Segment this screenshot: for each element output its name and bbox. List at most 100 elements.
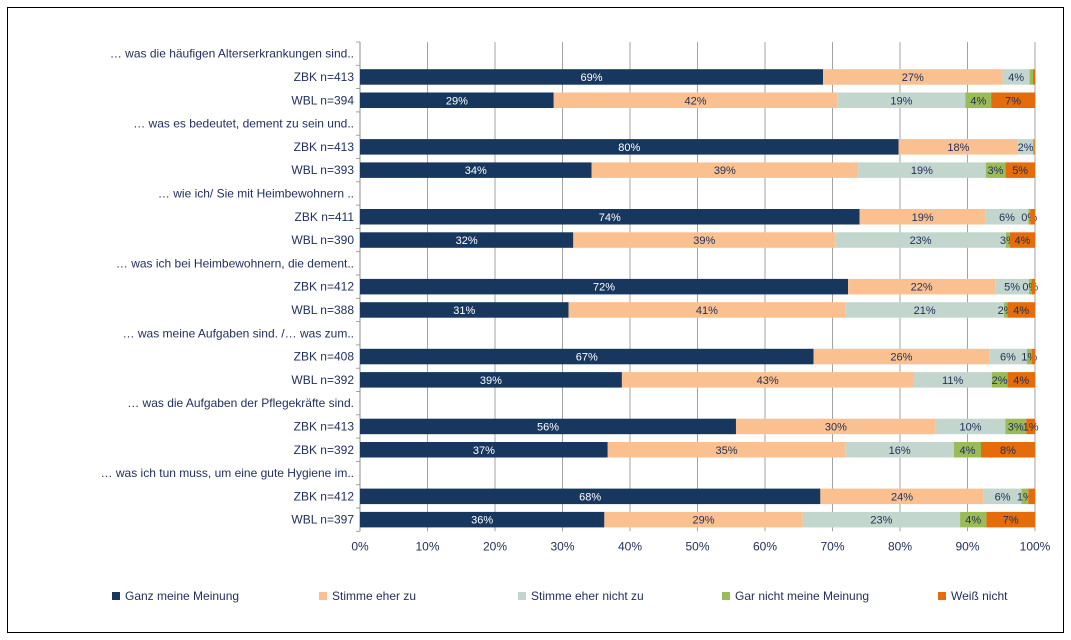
bar-segment [981, 442, 1035, 458]
row-label: WBL n=390 [291, 233, 354, 247]
legend-label: Ganz meine Meinung [125, 589, 239, 603]
x-tick-label: 100% [1020, 539, 1051, 553]
row-header-label: … was meine Aufgaben sind. /… was zum.. [123, 326, 354, 340]
bar-segment [935, 418, 1006, 435]
row-label: ZBK n=412 [294, 489, 355, 503]
bar-segment [802, 511, 961, 528]
data-label: 41% [696, 305, 718, 317]
bar-segment [1003, 302, 1008, 318]
data-label: 1% [1021, 352, 1037, 364]
bar-segment [360, 92, 554, 108]
data-label: 6% [995, 491, 1011, 503]
x-tick-label: 40% [618, 539, 642, 553]
data-label: 2% [1018, 142, 1034, 154]
data-label: 23% [870, 515, 892, 527]
bar-segment [859, 209, 986, 225]
x-tick-label: 90% [955, 539, 979, 553]
legend-swatch [722, 592, 730, 600]
data-label: 22% [911, 282, 933, 294]
x-tick-label: 30% [550, 539, 574, 553]
data-label: 4% [1008, 72, 1024, 84]
bar-segment [568, 302, 846, 318]
data-label: 39% [714, 165, 736, 177]
bar-segment [913, 372, 992, 388]
bar-segment [360, 348, 814, 365]
data-label: 37% [473, 445, 495, 457]
legend-label: Stimme eher nicht zu [531, 589, 644, 603]
row-header-label: … was die Aufgaben der Pflegekräfte sind… [127, 396, 354, 410]
x-tick-label: 50% [685, 539, 709, 553]
row-label: WBL n=394 [291, 93, 354, 107]
bar-segment [1026, 348, 1032, 365]
row-label: WBL n=393 [291, 163, 354, 177]
bar-segment [573, 232, 836, 248]
bar-segment [1002, 69, 1030, 85]
bar-segment [813, 348, 990, 365]
data-label: 4% [1013, 305, 1029, 317]
data-label: 6% [999, 212, 1015, 224]
bar-segment [360, 372, 622, 388]
bar-segment [360, 418, 736, 435]
row-header-label: … was die häufigen Alterserkrankungen si… [110, 47, 354, 61]
data-label: 0% [1022, 282, 1038, 294]
bar-segment [591, 162, 859, 178]
data-label: 29% [446, 95, 468, 107]
data-label: 1% [1023, 421, 1039, 433]
bar-segment [991, 372, 1008, 388]
bar-segment [820, 488, 984, 505]
bar-segment [360, 442, 608, 458]
bar-segment [954, 442, 981, 458]
bar-segment [1026, 418, 1035, 435]
bar-segment [1030, 209, 1035, 225]
data-label: 24% [891, 491, 913, 503]
bar-segment [1029, 69, 1033, 85]
row-label: ZBK n=412 [294, 280, 355, 294]
bar-segment [845, 302, 1004, 318]
legend-swatch [319, 592, 327, 600]
data-label: 4% [1015, 235, 1031, 247]
bar-segment [898, 139, 1019, 155]
bar-segment [995, 278, 1029, 295]
x-tick-label: 70% [820, 539, 844, 553]
row-label: ZBK n=392 [294, 443, 355, 457]
bar-segment [991, 92, 1035, 108]
bar-segment [1007, 302, 1035, 318]
row-label: ZBK n=413 [294, 70, 355, 84]
bar-segment [735, 418, 936, 435]
data-label: 19% [912, 212, 934, 224]
bar-segment [985, 162, 1006, 178]
row-label: ZBK n=411 [295, 210, 355, 224]
bar-segment [983, 488, 1022, 505]
bar-segment [360, 232, 574, 248]
data-label: 42% [684, 95, 706, 107]
data-label: 30% [825, 421, 847, 433]
data-label: 69% [581, 72, 603, 84]
data-label: 21% [914, 305, 936, 317]
data-label: 32% [456, 235, 478, 247]
data-label: 23% [910, 235, 932, 247]
data-label: 36% [471, 515, 493, 527]
bar-segment [604, 511, 803, 528]
data-label: 7% [1005, 95, 1021, 107]
data-label: 0% [1021, 212, 1037, 224]
bar-segment [1028, 488, 1035, 505]
x-tick-label: 80% [888, 539, 912, 553]
x-tick-label: 0% [351, 539, 369, 553]
row-label: ZBK n=413 [294, 140, 355, 154]
data-label: 3% [988, 165, 1004, 177]
bar-segment [845, 442, 954, 458]
bar-segment [360, 209, 860, 225]
bar-segment [1034, 139, 1035, 155]
bar-segment [1032, 69, 1035, 85]
bar-segment [1031, 348, 1035, 365]
data-label: 35% [716, 445, 738, 457]
legend-label: Gar nicht meine Meinung [735, 589, 869, 603]
row-label: ZBK n=408 [294, 350, 355, 364]
legend-swatch [938, 592, 946, 600]
bar-segment [621, 372, 914, 388]
bar-segment [360, 302, 569, 318]
x-tick-label: 60% [753, 539, 777, 553]
data-label: 26% [890, 352, 912, 364]
data-label: 80% [618, 142, 640, 154]
bar-segment [1010, 232, 1035, 248]
